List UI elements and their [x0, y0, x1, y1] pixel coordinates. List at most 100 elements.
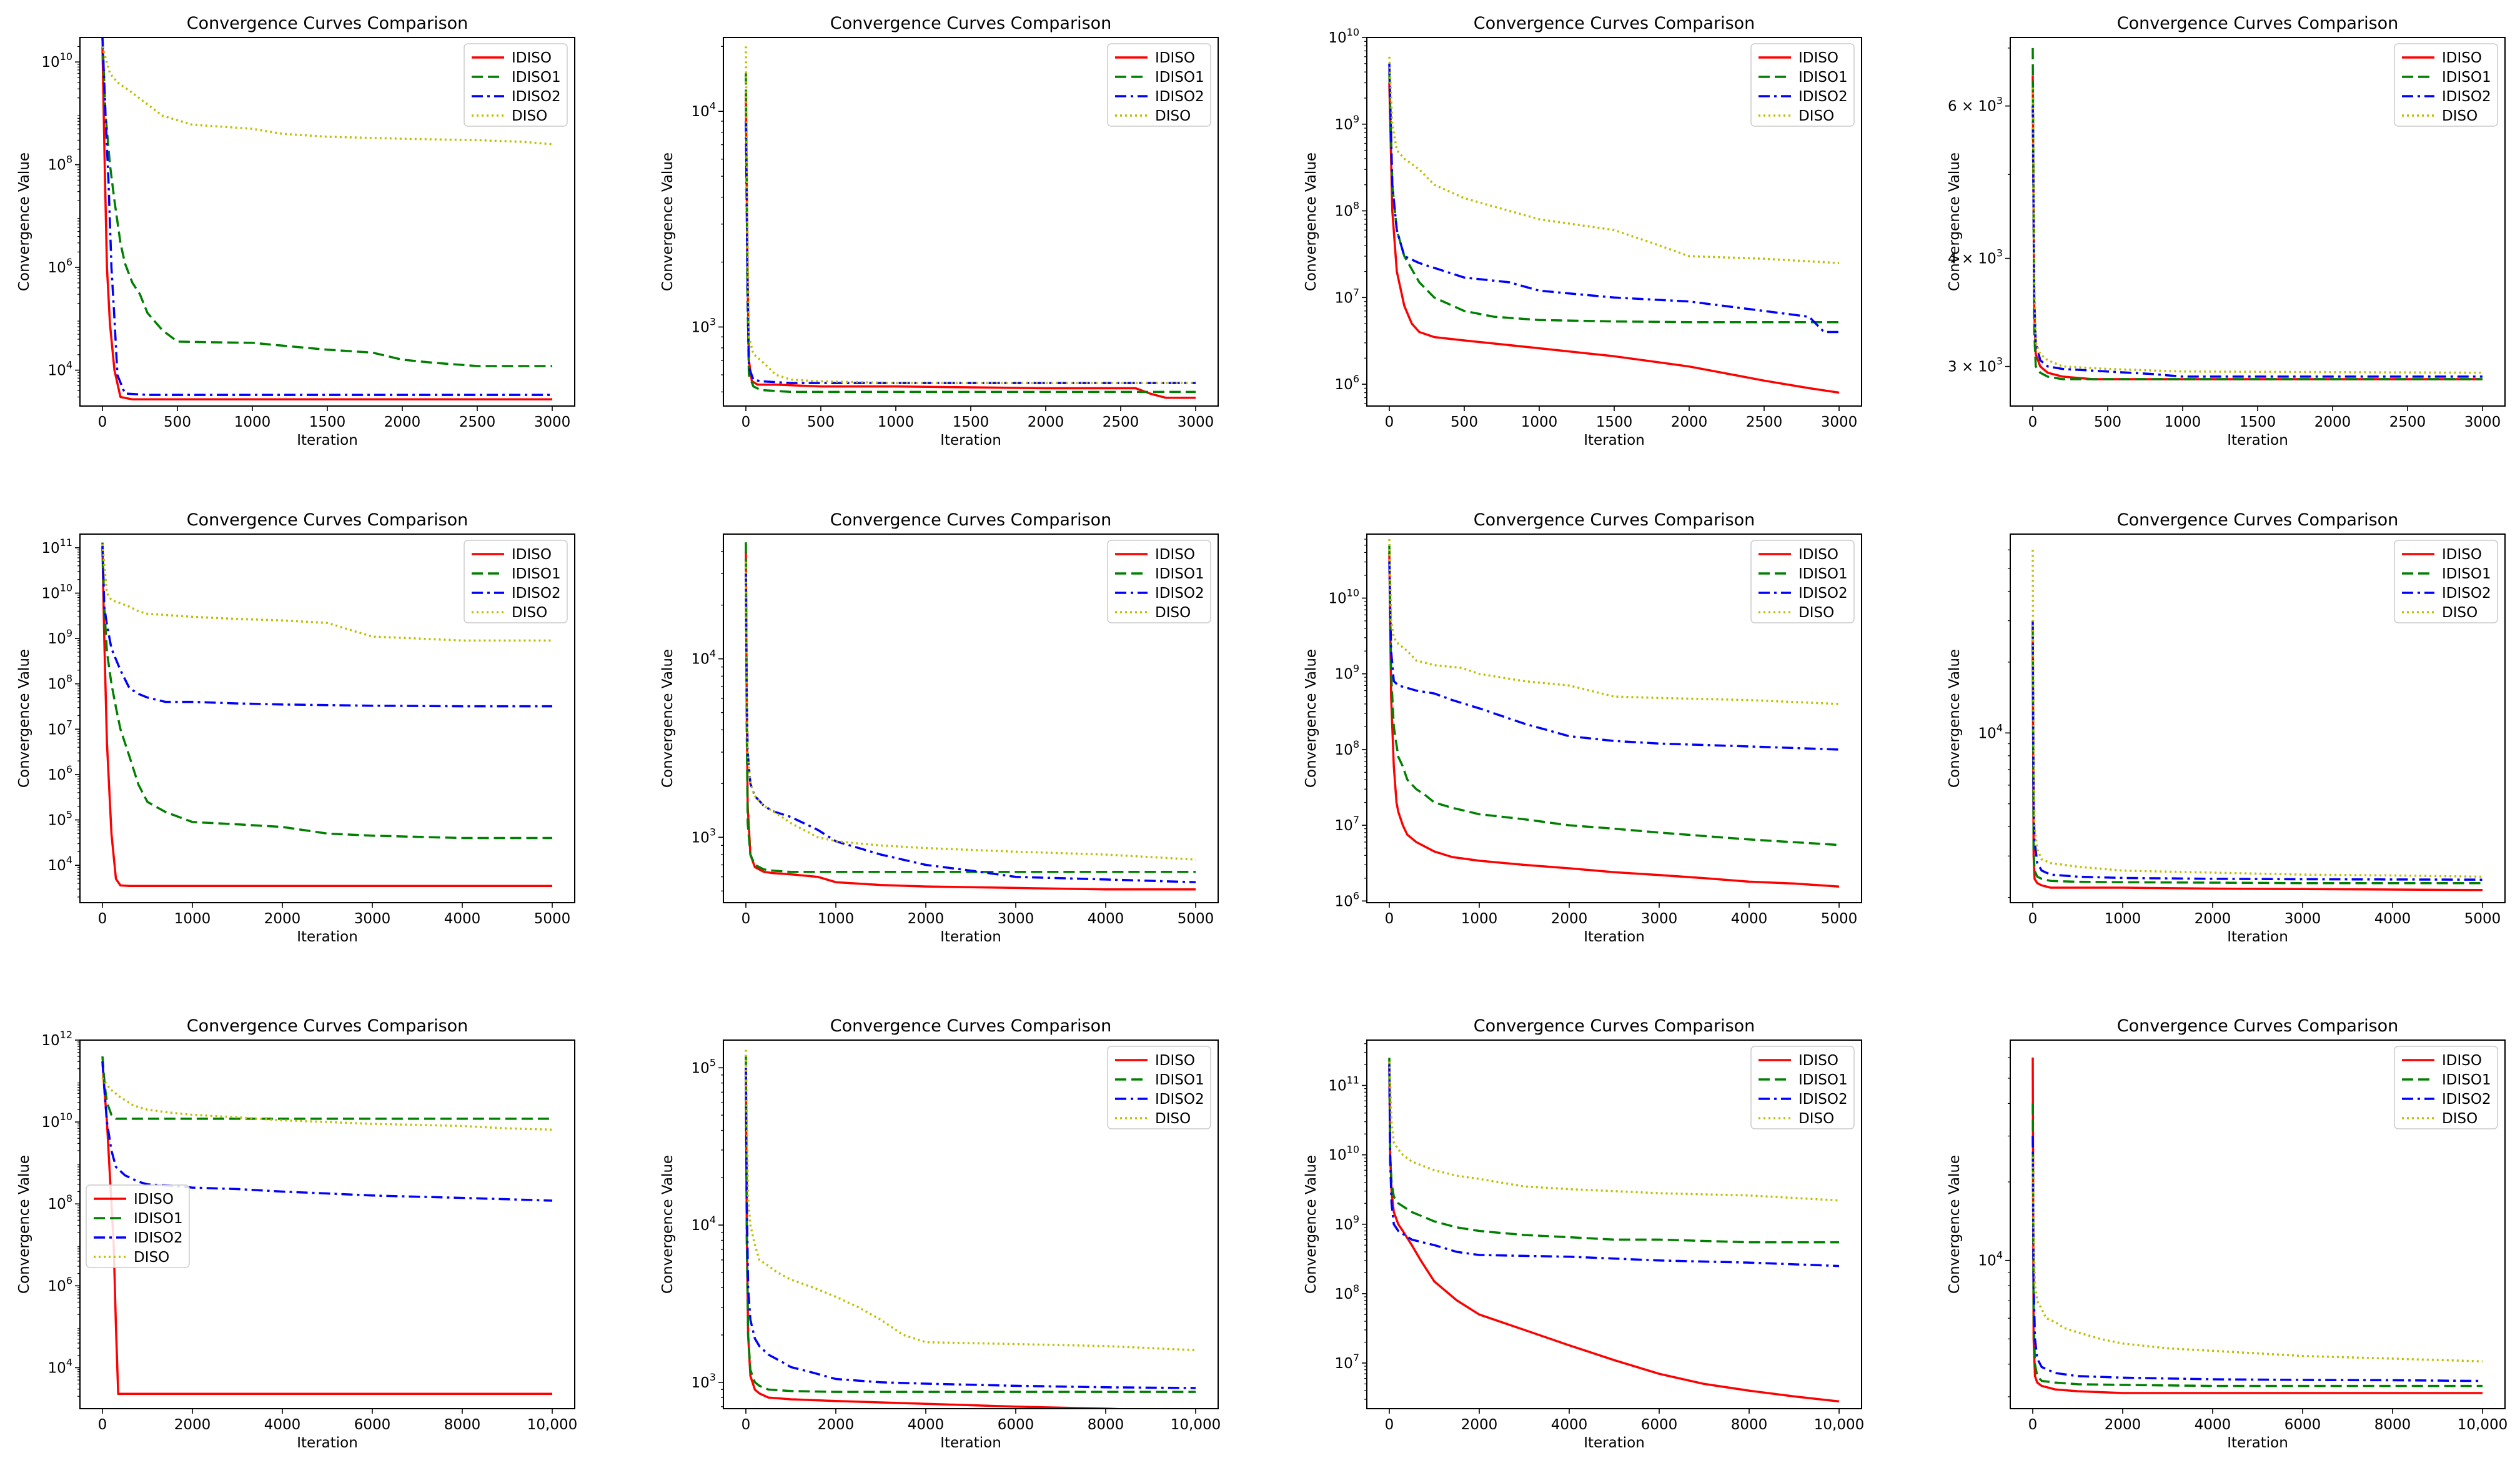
x-tick-label: 1000	[2165, 414, 2201, 430]
series-line-idiso	[2031, 639, 2483, 891]
plot-frame	[79, 533, 575, 903]
legend-box	[464, 43, 568, 127]
legend-label-idiso2: IDISO2	[1798, 89, 1848, 105]
legend-label-idiso2: IDISO2	[1155, 585, 1204, 602]
legend-label-idiso: IDISO	[1798, 50, 1838, 66]
x-tick-label: 10,000	[2458, 1417, 2508, 1433]
legend-box	[464, 540, 568, 623]
y-tick-label: 1010	[1328, 26, 1359, 46]
x-tick-label: 3000	[2284, 911, 2321, 927]
y-tick-label: 107	[1335, 1352, 1359, 1372]
legend: IDISO IDISO1 IDISO2 DISO	[1107, 540, 1211, 623]
series-group	[1388, 539, 1840, 888]
y-tick-label: 105	[48, 809, 72, 829]
chart-title: Convergence Curves Comparison	[187, 510, 469, 530]
series-line-diso	[2031, 550, 2483, 878]
plot-frame	[2010, 1039, 2506, 1409]
y-tick-label: 6 × 103	[1948, 95, 2003, 115]
y-axis-label: Convergence Value	[1303, 649, 1319, 788]
legend-box	[1750, 540, 1855, 623]
y-tick-label: 109	[1335, 1213, 1359, 1233]
series-line-diso	[101, 46, 553, 146]
series-line-idiso	[745, 94, 1196, 399]
x-tick-label: 1500	[953, 414, 990, 430]
legend: IDISO IDISO1 IDISO2 DISO	[2394, 1046, 2498, 1129]
x-tick-label: 1500	[1596, 414, 1633, 430]
x-tick-label: 4000	[1731, 911, 1768, 927]
y-tick-label: 104	[692, 1214, 716, 1234]
series-group	[745, 1049, 1196, 1409]
y-tick-label: 108	[1335, 200, 1359, 220]
y-tick-label: 106	[1335, 373, 1359, 393]
x-tick-label: 1500	[309, 414, 346, 430]
legend-label-idiso: IDISO	[1155, 50, 1195, 66]
y-tick-label: 104	[48, 1356, 72, 1376]
y-axis-label: Convergence Value	[1303, 1155, 1319, 1294]
y-tick-label: 104	[48, 854, 72, 874]
chart-title: Convergence Curves Comparison	[1474, 14, 1755, 33]
x-tick-label: 0	[742, 1417, 751, 1433]
series-line-idiso1	[1388, 545, 1840, 846]
y-tick-label: 1010	[41, 582, 72, 602]
y-axis-label: Convergence Value	[16, 1155, 32, 1294]
chart-title: Convergence Curves Comparison	[187, 1016, 469, 1036]
legend: IDISO IDISO1 IDISO2 DISO	[1107, 1046, 1211, 1129]
series-line-diso	[1388, 539, 1840, 705]
legend-label-diso: DISO	[134, 1249, 169, 1266]
series-line-diso	[745, 46, 1196, 384]
legend-label-idiso2: IDISO2	[1798, 1091, 1848, 1108]
x-tick-label: 6000	[354, 1417, 391, 1433]
chart-title: Convergence Curves Comparison	[2117, 510, 2399, 530]
y-axis-label: Convergence Value	[660, 152, 676, 291]
x-tick-label: 2000	[384, 414, 421, 430]
x-tick-label: 6000	[2284, 1417, 2321, 1433]
x-tick-label: 2000	[818, 1417, 855, 1433]
x-tick-label: 4000	[908, 1417, 945, 1433]
legend-label-idiso: IDISO	[1798, 547, 1838, 563]
x-axis-label: Iteration	[1584, 1435, 1645, 1451]
legend-label-idiso: IDISO	[2442, 547, 2482, 563]
subplot-5: Convergence Curves Comparison 0 1000 2000 30…	[16, 510, 575, 945]
legend-box	[86, 1184, 190, 1268]
series-line-idiso2	[1388, 63, 1839, 334]
series-line-idiso2	[2031, 106, 2483, 378]
y-axis-label: Convergence Value	[1947, 649, 1963, 788]
legend-label-idiso2: IDISO2	[134, 1230, 183, 1246]
chart-title: Convergence Curves Comparison	[830, 14, 1112, 33]
y-tick-label: 106	[48, 1274, 72, 1294]
legend-label-diso: DISO	[1798, 1111, 1834, 1127]
series-line-idiso	[1388, 82, 1840, 394]
legend-label-idiso2: IDISO2	[2442, 89, 2491, 105]
x-tick-label: 10,000	[1814, 1417, 1864, 1433]
legend: IDISO IDISO1 IDISO2 DISO	[1107, 43, 1211, 127]
chart-title: Convergence Curves Comparison	[2117, 1016, 2399, 1036]
x-axis-label: Iteration	[940, 432, 1001, 449]
legend: IDISO IDISO1 IDISO2 DISO	[2394, 43, 2498, 127]
series-line-idiso2	[101, 545, 552, 708]
legend: IDISO IDISO1 IDISO2 DISO	[464, 43, 568, 127]
chart-title: Convergence Curves Comparison	[2117, 14, 2399, 33]
legend-label-idiso: IDISO	[2442, 1053, 2482, 1069]
legend-label-diso: DISO	[2442, 605, 2478, 621]
series-line-diso	[2031, 1156, 2483, 1363]
legend-label-diso: DISO	[2442, 1111, 2478, 1127]
y-axis-label: Convergence Value	[1947, 152, 1963, 291]
legend-box	[2394, 43, 2498, 127]
legend-label-diso: DISO	[512, 605, 547, 621]
y-tick-label: 109	[48, 627, 72, 647]
legend-label-diso: DISO	[1798, 108, 1834, 124]
y-tick-label: 4 × 103	[1948, 247, 2003, 267]
x-tick-label: 0	[98, 911, 107, 927]
x-tick-label: 4000	[444, 911, 481, 927]
y-tick-label: 3 × 103	[1948, 355, 2003, 375]
legend-box	[1107, 540, 1211, 623]
x-tick-label: 1000	[1521, 414, 1558, 430]
x-tick-label: 0	[1385, 911, 1394, 927]
x-tick-label: 5000	[2464, 911, 2501, 927]
subplot-3: Convergence Curves Comparison 0 500 1000 150…	[1303, 14, 1862, 449]
y-tick-label: 104	[48, 359, 72, 379]
plot-frame	[723, 1039, 1219, 1409]
x-tick-label: 500	[2094, 414, 2121, 430]
x-tick-label: 2000	[908, 911, 945, 927]
x-tick-label: 2500	[1746, 414, 1783, 430]
